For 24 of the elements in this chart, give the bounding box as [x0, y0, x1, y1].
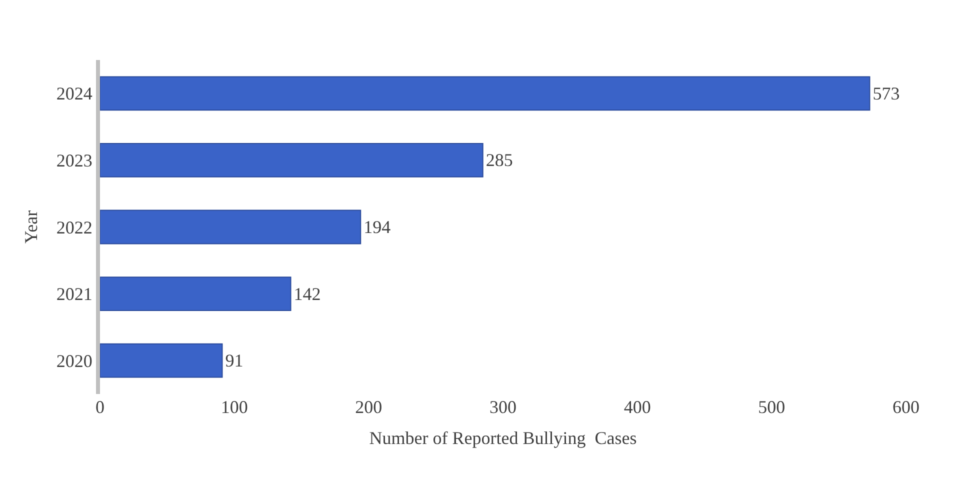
- x-tick-label: 400: [624, 397, 651, 417]
- data-label: 142: [294, 284, 321, 304]
- y-tick-label: 2022: [56, 217, 92, 238]
- x-tick-label: 600: [892, 397, 920, 417]
- x-axis-title: Number of Reported Bullying Cases: [369, 428, 637, 448]
- data-label: 285: [486, 150, 513, 170]
- data-label: 194: [364, 217, 391, 237]
- y-tick-label: 2023: [56, 150, 92, 170]
- bar: [100, 76, 870, 111]
- bar: [100, 343, 223, 378]
- bar: [100, 276, 292, 311]
- bar: [100, 210, 362, 244]
- data-label: 573: [872, 83, 900, 104]
- data-label: 91: [225, 350, 244, 371]
- y-tick-label: 2020: [56, 350, 92, 371]
- y-tick-label: 2024: [56, 84, 92, 104]
- x-tick-label: 500: [758, 397, 786, 417]
- x-tick-label: 300: [490, 397, 516, 417]
- x-tick-label: 200: [355, 397, 382, 417]
- x-tick-label: 0: [96, 397, 104, 417]
- y-tick-label: 2021: [56, 284, 92, 304]
- bar: [100, 143, 484, 178]
- x-tick-label: 100: [220, 397, 248, 417]
- y-axis-title: Year: [21, 210, 42, 244]
